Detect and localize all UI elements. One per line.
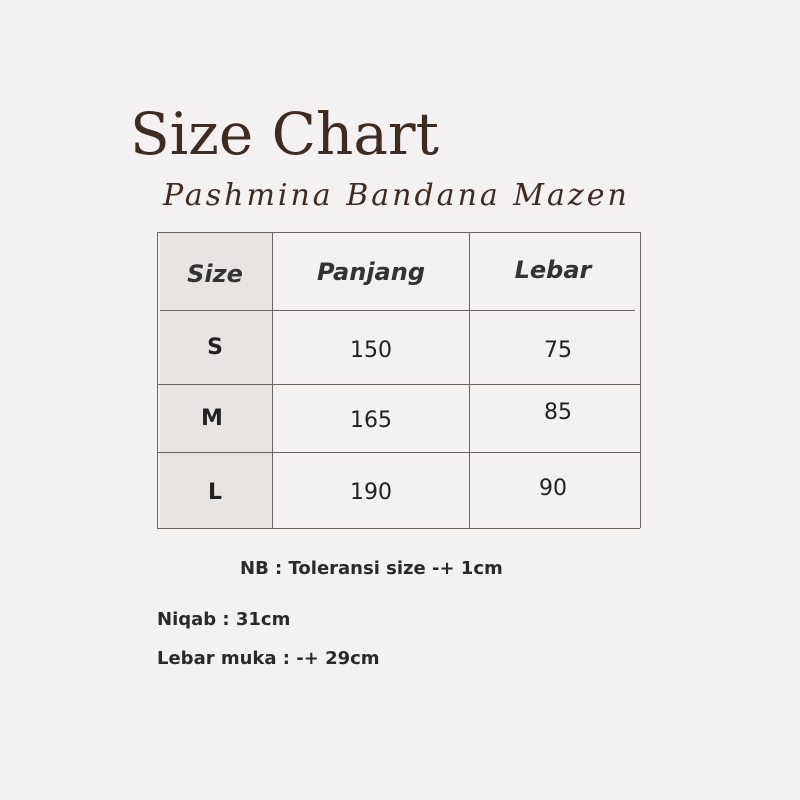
cell-panjang: 165 xyxy=(350,408,392,433)
divider xyxy=(469,232,470,528)
header-panjang: Panjang xyxy=(316,258,426,286)
header-lebar: Lebar xyxy=(514,256,592,284)
cell-lebar: 90 xyxy=(539,476,567,501)
divider xyxy=(157,232,158,528)
cell-size: M xyxy=(201,406,223,431)
cell-lebar: 75 xyxy=(544,338,572,363)
cell-lebar: 85 xyxy=(544,400,572,425)
face-width-note: Lebar muka : -+ 29cm xyxy=(157,648,380,669)
subtitle: Pashmina Bandana Mazen xyxy=(163,178,630,213)
niqab-note: Niqab : 31cm xyxy=(157,609,291,630)
divider xyxy=(640,232,641,528)
size-table: Size Panjang Lebar S 150 75 M 165 85 L 1… xyxy=(157,232,641,529)
cell-panjang: 150 xyxy=(350,338,392,363)
divider xyxy=(157,232,640,233)
cell-size: S xyxy=(207,335,223,360)
divider xyxy=(157,384,640,385)
tolerance-note: NB : Toleransi size -+ 1cm xyxy=(240,558,503,579)
divider xyxy=(160,310,635,311)
cell-panjang: 190 xyxy=(350,480,392,505)
divider xyxy=(157,452,640,453)
size-column-bg xyxy=(160,232,272,528)
divider xyxy=(272,232,273,528)
header-size: Size xyxy=(187,260,243,288)
page-title: Size Chart xyxy=(130,100,439,168)
cell-size: L xyxy=(207,480,223,505)
divider xyxy=(157,528,640,529)
